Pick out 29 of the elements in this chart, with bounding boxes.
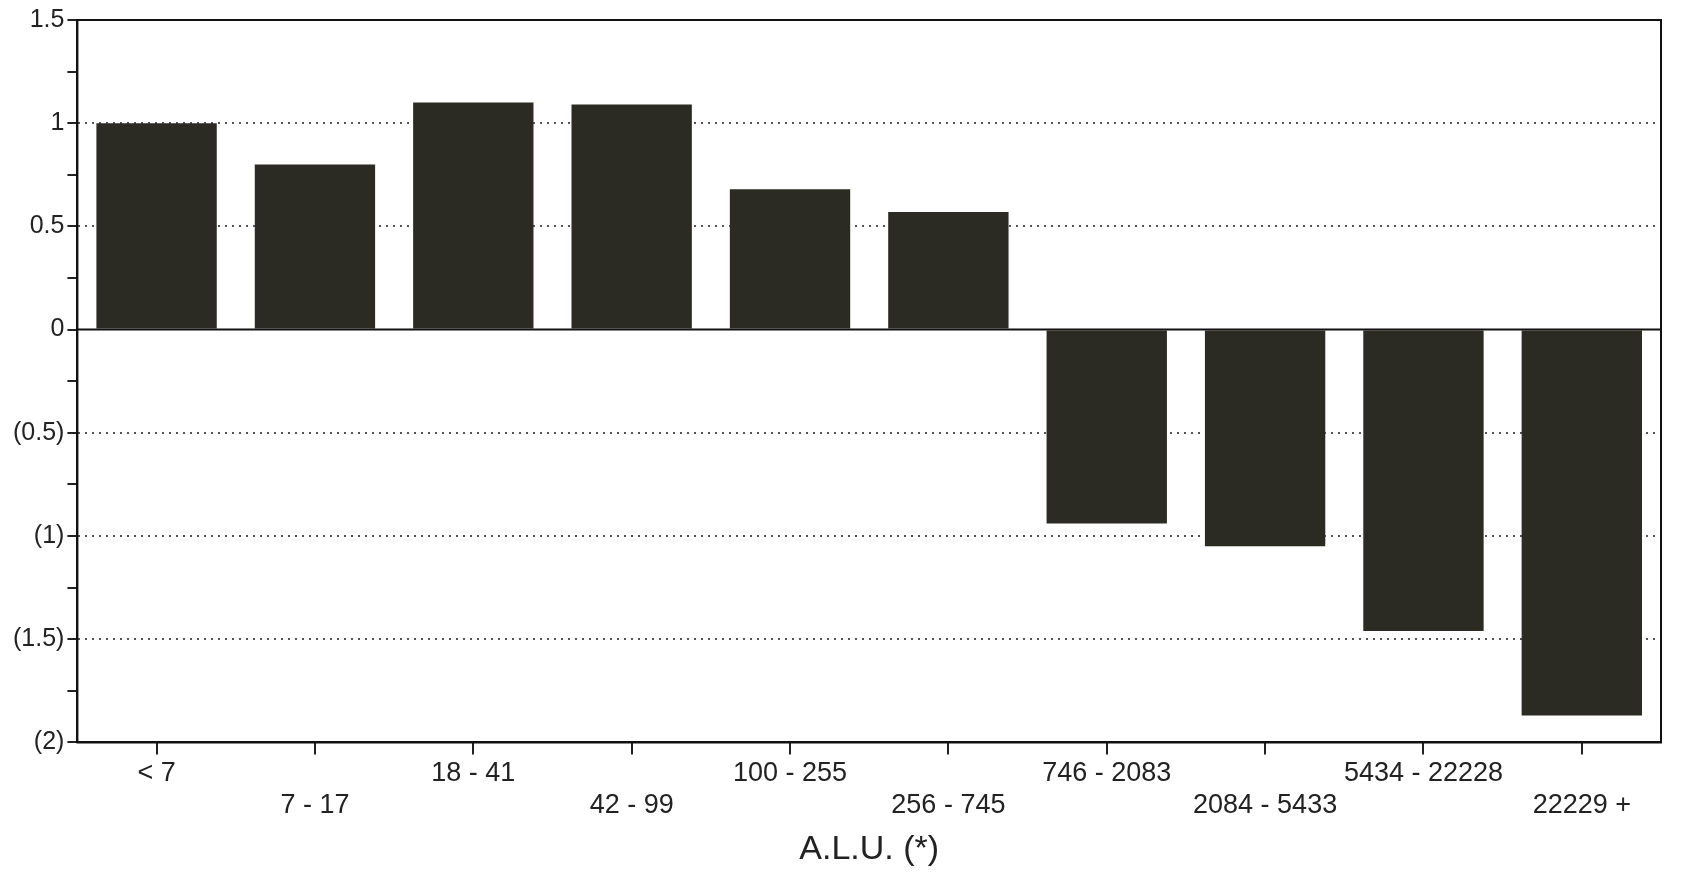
y-tick-label: 1.5 (29, 3, 65, 32)
x-tick-label: < 7 (137, 757, 176, 788)
x-tick-label: 42 - 99 (589, 789, 674, 820)
y-tick-label: (0.5) (13, 416, 65, 445)
bar (254, 164, 376, 329)
bar (729, 189, 851, 329)
bar (413, 102, 534, 329)
y-tick-label: (2) (33, 726, 65, 755)
x-tick-label: 100 - 255 (732, 757, 848, 788)
bar (1363, 330, 1484, 631)
x-axis-title: A.L.U. (*) (799, 827, 940, 866)
bar (1046, 330, 1167, 524)
x-tick-label: 18 - 41 (431, 757, 516, 788)
y-tick-label: (1) (33, 519, 65, 548)
y-tick-label: (1.5) (13, 623, 65, 652)
y-tick-label: 1 (50, 107, 65, 136)
x-tick-label: 256 - 745 (891, 789, 1006, 820)
bar (1204, 330, 1326, 547)
x-tick-label: 746 - 2083 (1042, 757, 1172, 788)
bar (888, 211, 1009, 329)
bar (571, 104, 692, 329)
x-tick-label: 22229 + (1532, 789, 1631, 820)
x-tick-label: 7 - 17 (280, 789, 350, 820)
bar (96, 123, 217, 329)
bar (1521, 330, 1642, 716)
y-tick-label: 0 (50, 313, 65, 342)
x-tick-label: 5434 - 22228 (1343, 757, 1504, 788)
x-tick-label: 2084 - 5433 (1193, 789, 1338, 820)
y-tick-label: 0.5 (29, 210, 65, 239)
